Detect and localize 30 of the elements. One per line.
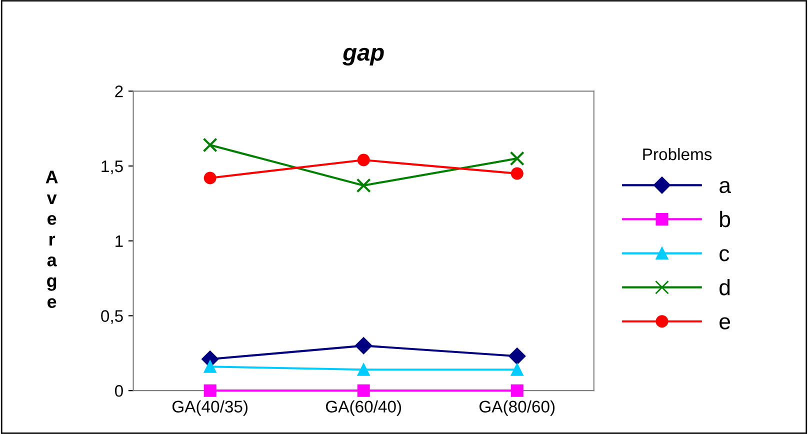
point xyxy=(357,363,370,376)
point xyxy=(510,384,524,397)
legend-label: d xyxy=(720,278,730,296)
point xyxy=(510,167,524,180)
point xyxy=(204,360,216,373)
point xyxy=(510,363,524,376)
point xyxy=(202,138,218,152)
y-tick-label: 1 xyxy=(116,235,123,247)
point xyxy=(204,384,216,397)
y-tick-label: 1,5 xyxy=(102,160,123,174)
legend-label: e xyxy=(720,317,730,330)
legend-label: a xyxy=(720,180,732,194)
point xyxy=(510,151,524,166)
legend-label: c xyxy=(720,249,730,262)
point xyxy=(204,172,216,184)
legend-title: Problems xyxy=(643,148,712,160)
point xyxy=(508,348,526,365)
chart-title: gap xyxy=(342,48,384,66)
point xyxy=(355,337,372,354)
x-tick-label: GA(60/40) xyxy=(326,400,402,416)
y-tick-label: 2 xyxy=(115,86,123,98)
point xyxy=(356,178,371,193)
y-tick-label: 0 xyxy=(114,385,123,397)
y-tick-label: 0,5 xyxy=(101,310,123,324)
point xyxy=(357,384,370,397)
x-tick-label: GA(80/60) xyxy=(480,400,555,416)
y-axis-title: Average xyxy=(46,170,58,308)
x-tick-label: GA(40/35) xyxy=(172,400,248,416)
legend-label: b xyxy=(720,210,730,228)
point xyxy=(357,154,370,166)
